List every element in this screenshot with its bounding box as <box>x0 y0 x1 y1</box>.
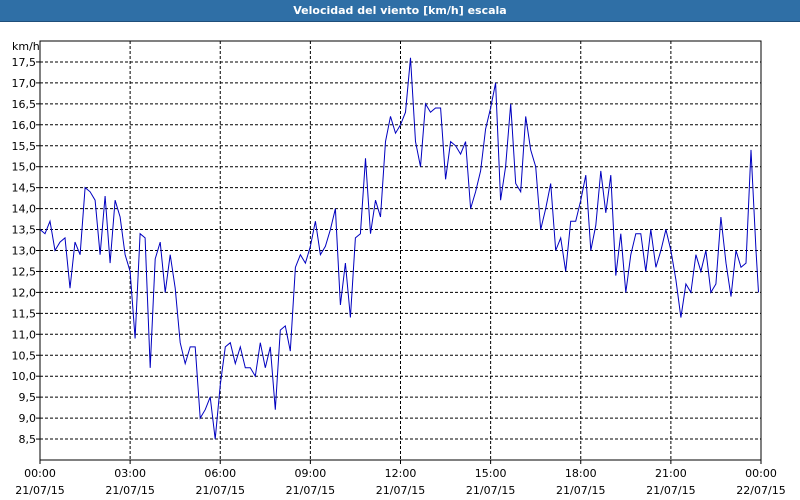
y-tick-label: 15,0 <box>12 161 37 174</box>
x-tick-date-label: 21/07/15 <box>15 484 64 497</box>
x-tick-time-label: 06:00 <box>204 467 236 480</box>
x-tick-date-label: 21/07/15 <box>105 484 154 497</box>
x-tick-date-label: 21/07/15 <box>376 484 425 497</box>
wind-speed-chart: 8,5 9,0 9,5 10,0 10,5 11,0 11,5 12,0 12,5 13,0 13,… <box>12 40 786 497</box>
x-tick-date-label: 22/07/15 <box>736 484 785 497</box>
y-axis-unit-label: km/h <box>12 40 40 53</box>
x-tick-time-label: 03:00 <box>114 467 146 480</box>
x-tick-time-label: 00:00 <box>24 467 56 480</box>
y-tick-label: 12,0 <box>12 286 37 299</box>
y-tick-label: 12,5 <box>12 265 37 278</box>
x-axis-ticks: 00:00 21/07/15 03:00 21/07/15 06:00 21/07/15 0… <box>15 460 786 497</box>
x-tick-date-label: 21/07/15 <box>556 484 605 497</box>
y-tick-label: 13,0 <box>12 245 37 258</box>
x-tick-date-label: 21/07/15 <box>196 484 245 497</box>
x-tick-time-label: 09:00 <box>295 467 327 480</box>
y-tick-label: 14,5 <box>12 182 37 195</box>
y-tick-label: 14,0 <box>12 203 37 216</box>
x-tick-time-label: 21:00 <box>655 467 687 480</box>
x-tick-time-label: 15:00 <box>475 467 507 480</box>
y-tick-label: 16,5 <box>12 98 37 111</box>
y-tick-label: 10,0 <box>12 370 37 383</box>
x-tick-time-label: 00:00 <box>745 467 777 480</box>
x-tick-date-label: 21/07/15 <box>646 484 695 497</box>
y-tick-label: 9,0 <box>19 412 37 425</box>
x-tick-time-label: 12:00 <box>385 467 417 480</box>
y-tick-label: 11,0 <box>12 328 37 341</box>
x-tick-date-label: 21/07/15 <box>466 484 515 497</box>
chart-title: Velocidad del viento [km/h] escala <box>0 0 800 22</box>
y-tick-label: 17,0 <box>12 77 37 90</box>
y-tick-label: 16,0 <box>12 119 37 132</box>
y-axis-ticks: 8,5 9,0 9,5 10,0 10,5 11,0 11,5 12,0 12,5 13,0 13,… <box>12 56 40 446</box>
y-tick-label: 8,5 <box>19 433 37 446</box>
y-tick-label: 15,5 <box>12 140 37 153</box>
y-tick-label: 17,5 <box>12 56 37 69</box>
y-tick-label: 10,5 <box>12 349 37 362</box>
y-tick-label: 9,5 <box>19 391 37 404</box>
wind-speed-series-line <box>39 57 759 440</box>
x-tick-time-label: 18:00 <box>565 467 597 480</box>
y-tick-label: 13,5 <box>12 224 37 237</box>
y-tick-label: 11,5 <box>12 307 37 320</box>
x-tick-date-label: 21/07/15 <box>286 484 335 497</box>
